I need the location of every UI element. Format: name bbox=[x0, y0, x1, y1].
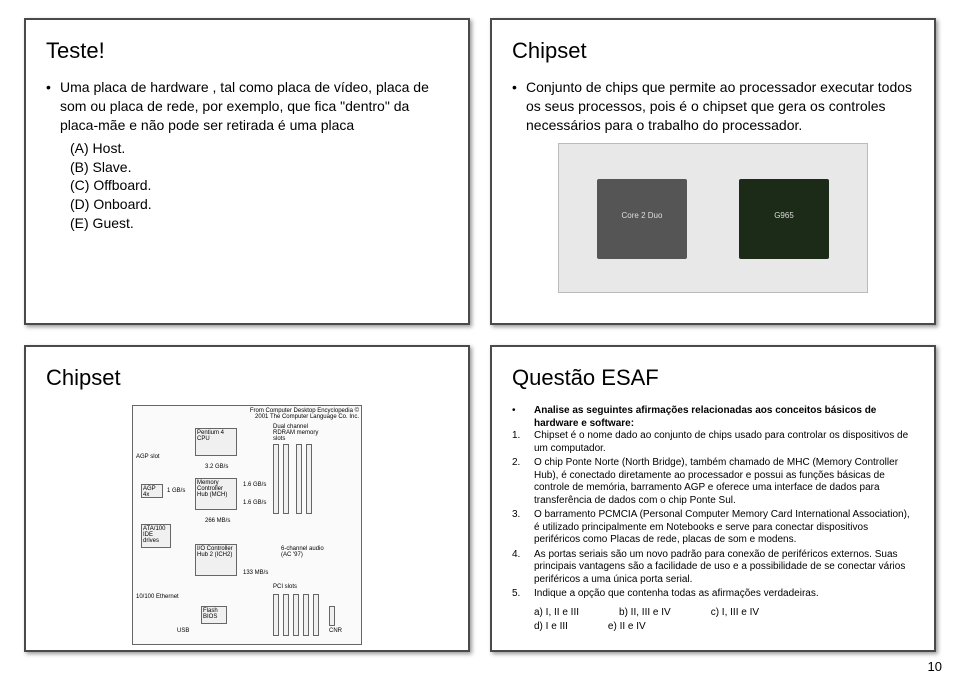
opt-b: b) II, III e IV bbox=[619, 607, 671, 620]
card1-title: Teste! bbox=[46, 38, 448, 64]
card1-opt-a: (A) Host. bbox=[46, 139, 448, 158]
pci-slot-2 bbox=[283, 594, 289, 636]
card1-opt-c: (C) Offboard. bbox=[46, 176, 448, 195]
speed-16b-label: 1.6 GB/s bbox=[243, 500, 266, 506]
page-number: 10 bbox=[928, 659, 942, 674]
opt-a: a) I, II e III bbox=[534, 607, 579, 620]
dual-channel-label: Dual channel RDRAM memory slots bbox=[273, 424, 323, 442]
ram-slot-1 bbox=[273, 444, 279, 514]
ram-slot-4 bbox=[306, 444, 312, 514]
ich-box: I/O Controller Hub 2 (ICH2) bbox=[195, 544, 237, 576]
card2-title: Chipset bbox=[512, 38, 914, 64]
question-list: •Analise as seguintes afirmações relacio… bbox=[512, 405, 914, 634]
card1-question-list: Uma placa de hardware , tal como placa d… bbox=[46, 78, 448, 135]
q-item-1: Chipset é o nome dado ao conjunto de chi… bbox=[534, 430, 914, 455]
card1-question: Uma placa de hardware , tal como placa d… bbox=[46, 78, 448, 135]
q-intro: Analise as seguintes afirmações relacion… bbox=[534, 405, 914, 430]
card4-title: Questão ESAF bbox=[512, 365, 914, 391]
q-item-3: O barramento PCMCIA (Personal Computer M… bbox=[534, 509, 914, 547]
q-item-5: Indique a opção que contenha todas as af… bbox=[534, 588, 914, 601]
cnr-slot bbox=[329, 606, 335, 626]
chip-g965-icon: G965 bbox=[739, 179, 829, 259]
cpu-box: Pentium 4 CPU bbox=[195, 428, 237, 456]
pci-slot-5 bbox=[313, 594, 319, 636]
ata-box: ATA/100 IDE drives bbox=[141, 524, 171, 548]
q-item-4: As portas seriais são um novo padrão par… bbox=[534, 549, 914, 587]
card2-text-list: Conjunto de chips que permite ao process… bbox=[512, 78, 914, 135]
speed-266mb-label: 266 MB/s bbox=[205, 518, 230, 524]
pci-slot-4 bbox=[303, 594, 309, 636]
ram-slot-3 bbox=[296, 444, 302, 514]
card2-text: Conjunto de chips que permite ao process… bbox=[512, 78, 914, 135]
speed-1gb-label: 1 GB/s bbox=[167, 488, 185, 494]
opt-c: c) I, III e IV bbox=[711, 607, 759, 620]
chipset-block-diagram: From Computer Desktop Encyclopedia © 200… bbox=[132, 405, 362, 645]
diagram-credit: From Computer Desktop Encyclopedia © 200… bbox=[239, 408, 359, 420]
chip-b-label: G965 bbox=[739, 211, 829, 220]
card-teste: Teste! Uma placa de hardware , tal como … bbox=[24, 18, 470, 325]
answer-row-2: d) I e III e) II e IV bbox=[512, 621, 914, 634]
pci-label: PCI slots bbox=[273, 584, 297, 590]
ethernet-label: 10/100 Ethernet bbox=[136, 594, 179, 600]
mch-box: Memory Controller Hub (MCH) bbox=[195, 478, 237, 510]
speed-32gb-label: 3.2 GB/s bbox=[205, 464, 228, 470]
audio-label: 6-channel audio (AC '97) bbox=[281, 546, 325, 558]
speed-133mb-label: 133 MB/s bbox=[243, 570, 268, 576]
cnr-label: CNR bbox=[329, 628, 342, 634]
answer-row-1: a) I, II e III b) II, III e IV c) I, III… bbox=[512, 607, 914, 620]
chipset-image: Core 2 Duo G965 bbox=[558, 143, 868, 293]
card1-opt-e: (E) Guest. bbox=[46, 214, 448, 233]
pci-slot-3 bbox=[293, 594, 299, 636]
card1-opt-d: (D) Onboard. bbox=[46, 195, 448, 214]
opt-d: d) I e III bbox=[534, 621, 568, 634]
ram-slot-2 bbox=[283, 444, 289, 514]
q-item-2: O chip Ponte Norte (North Bridge), també… bbox=[534, 457, 914, 507]
usb-label: USB bbox=[177, 628, 189, 634]
pci-slot-1 bbox=[273, 594, 279, 636]
card-chipset-diagram: Chipset From Computer Desktop Encycloped… bbox=[24, 345, 470, 652]
card-chipset-def: Chipset Conjunto de chips que permite ao… bbox=[490, 18, 936, 325]
card1-opt-b: (B) Slave. bbox=[46, 158, 448, 177]
opt-e: e) II e IV bbox=[608, 621, 646, 634]
page-grid: Teste! Uma placa de hardware , tal como … bbox=[0, 0, 960, 682]
flash-box: Flash BIOS bbox=[201, 606, 227, 624]
agp4x-box: AGP 4x bbox=[141, 484, 163, 498]
chip-a-label: Core 2 Duo bbox=[597, 211, 687, 220]
speed-16a-label: 1.6 GB/s bbox=[243, 482, 266, 488]
chip-core2duo-icon: Core 2 Duo bbox=[597, 179, 687, 259]
card-questao-esaf: Questão ESAF •Analise as seguintes afirm… bbox=[490, 345, 936, 652]
agp-slot-label: AGP slot bbox=[136, 454, 160, 460]
card3-title: Chipset bbox=[46, 365, 448, 391]
